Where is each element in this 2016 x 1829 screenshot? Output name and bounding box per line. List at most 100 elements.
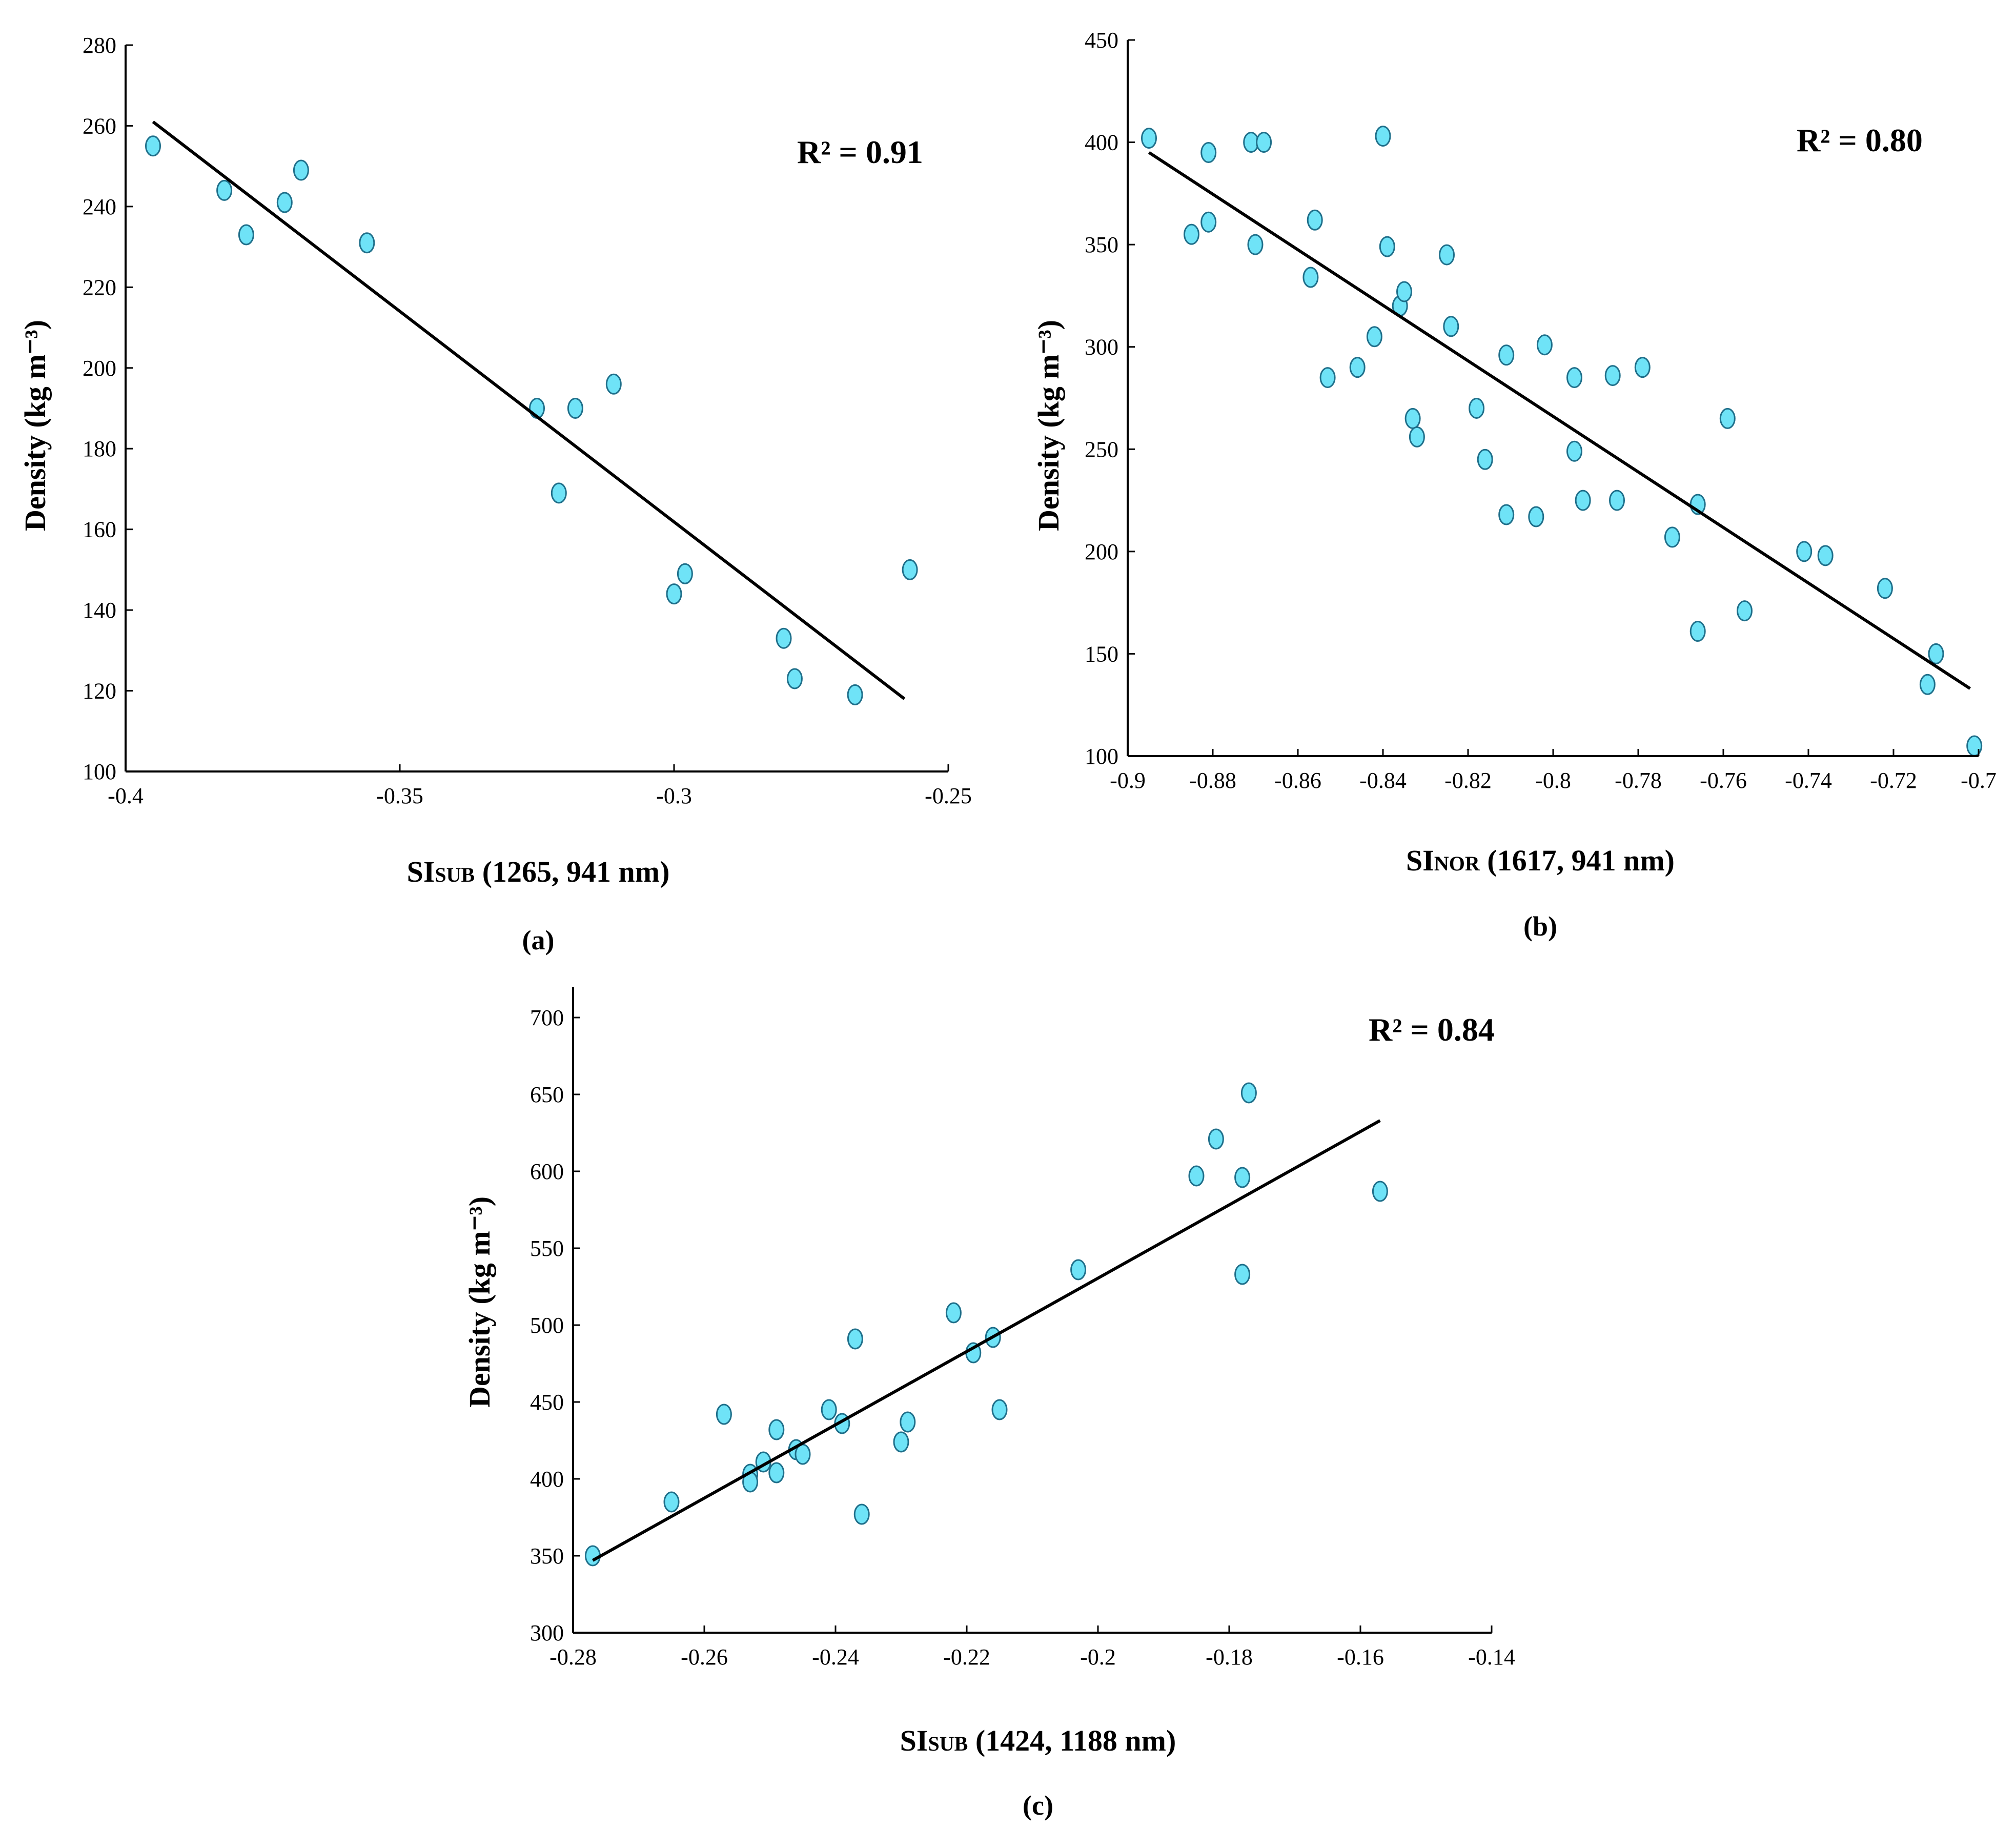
scatter-point (605, 373, 622, 395)
y-tick-label: 220 (83, 275, 116, 300)
y-axis-title-c: Density (kg m⁻³) (463, 1196, 496, 1408)
y-tick-label: 650 (530, 1082, 564, 1107)
scatter-point (991, 1399, 1008, 1420)
scatter-point (666, 583, 682, 605)
x-axis-title-a: SISUB (1265, 941 nm) (407, 855, 670, 888)
scatter-point (1919, 674, 1936, 695)
y-tick-label: 200 (83, 356, 116, 381)
y-tick-label: 100 (83, 759, 116, 784)
scatter-point (1719, 408, 1736, 429)
y-tick-label: 500 (530, 1313, 564, 1338)
scatter-point (900, 1411, 916, 1433)
scatter-point (1796, 541, 1813, 562)
scatter-point (1366, 326, 1382, 348)
y-tick-label: 700 (530, 1005, 564, 1030)
scatter-point (1070, 1259, 1087, 1281)
x-tick-label: -0.24 (812, 1644, 859, 1670)
x-tick-label: -0.25 (925, 783, 972, 808)
scatter-point (768, 1462, 785, 1483)
scatter-point (1817, 545, 1834, 566)
axes-c: -0.28 -0.26 -0.24 -0.22 -0.2 -0.18 -0.16 -0.14 3… (530, 987, 1515, 1670)
x-tick-label: -0.8 (1535, 768, 1571, 793)
y-tick-label: 140 (83, 598, 116, 623)
panel-label-c: (c) (1023, 1790, 1053, 1821)
y-tick-label: 350 (530, 1543, 564, 1569)
x-tick-label: -0.72 (1870, 768, 1917, 793)
regression-line (1148, 151, 1971, 690)
scatter-point (847, 1328, 863, 1350)
y-tick-label: 200 (1085, 539, 1118, 564)
y-tick-label: 240 (83, 194, 116, 219)
scatter-point (238, 224, 254, 246)
scatter-point (1689, 621, 1706, 642)
scatter-point (945, 1302, 962, 1324)
scatter-point (1604, 365, 1621, 387)
x-tick-label: -0.82 (1444, 768, 1492, 793)
y-tick-label: 450 (1085, 28, 1118, 53)
scatter-point (1528, 506, 1544, 527)
x-tick-label: -0.2 (1080, 1644, 1116, 1670)
scatter-point (1307, 209, 1323, 231)
x-tick-label: -0.35 (376, 783, 423, 808)
scatter-point (293, 159, 309, 181)
scatter-point (1439, 244, 1455, 266)
scatter-point (276, 192, 293, 213)
scatter-point (1200, 211, 1217, 233)
scatter-point (1737, 600, 1753, 622)
r-squared-label-c: R² = 0.84 (1369, 1011, 1495, 1048)
scatter-point (1302, 267, 1319, 288)
chart-panel-b: -0.9 -0.88 -0.86 -0.84 -0.82 -0.8 -0.78 -0.76 -0… (1032, 28, 1997, 942)
regression-line-a (152, 120, 906, 700)
y-tick-label: 350 (1085, 232, 1118, 257)
y-tick-label: 280 (83, 33, 116, 58)
scatter-point (1498, 344, 1515, 366)
scatter-point (1247, 234, 1264, 255)
scatter-point (1443, 316, 1459, 337)
scatter-point (663, 1491, 680, 1513)
regression-line (152, 120, 906, 700)
scatter-point (1375, 126, 1391, 147)
y-tick-label: 550 (530, 1236, 564, 1261)
scatter-point (1188, 1165, 1205, 1187)
x-tick-label: -0.78 (1615, 768, 1662, 793)
scatter-point (776, 627, 792, 649)
scatter-point (1498, 504, 1515, 525)
scatter-point (1404, 408, 1421, 429)
r-squared-label-b: R² = 0.80 (1797, 122, 1923, 158)
x-tick-label: -0.84 (1359, 768, 1407, 793)
y-axis-title-a: Density (kg m⁻³) (18, 320, 52, 531)
chart-panel-a: -0.4 -0.35 -0.3 -0.25 100 120 140 160 180 200 220 2… (18, 33, 972, 956)
scatter-point (716, 1404, 732, 1425)
scatter-point (1928, 643, 1944, 664)
scatter-point (567, 398, 583, 419)
y-tick-label: 600 (530, 1159, 564, 1184)
y-tick-label: 300 (1085, 335, 1118, 360)
scatter-points-b (1141, 126, 1983, 757)
panel-label-a: (a) (522, 925, 555, 956)
regression-line-c (592, 1119, 1381, 1562)
y-tick-label: 160 (83, 517, 116, 542)
scatter-point (1256, 132, 1272, 153)
scatter-point (1477, 449, 1493, 470)
scatter-point (1184, 223, 1199, 245)
scatter-point (1566, 440, 1582, 462)
scatter-point (902, 559, 918, 580)
x-tick-label: -0.7 (1961, 768, 1997, 793)
y-tick-label: 150 (1085, 641, 1118, 666)
scatter-points-a (145, 135, 918, 705)
x-tick-label: -0.28 (549, 1644, 597, 1670)
regression-line (592, 1119, 1381, 1562)
scatter-point (853, 1503, 870, 1525)
scatter-points-c (584, 1082, 1388, 1567)
scatter-point (1234, 1167, 1251, 1188)
x-tick-label: -0.14 (1468, 1644, 1515, 1670)
scatter-point (584, 1545, 601, 1567)
scatter-point (893, 1431, 909, 1453)
scatter-point (216, 179, 233, 201)
scatter-point (1469, 397, 1485, 419)
y-tick-label: 300 (530, 1620, 564, 1645)
y-tick-label: 450 (530, 1390, 564, 1415)
x-tick-label: -0.3 (656, 783, 692, 808)
scatter-point (768, 1419, 785, 1440)
scatter-point (359, 232, 375, 254)
